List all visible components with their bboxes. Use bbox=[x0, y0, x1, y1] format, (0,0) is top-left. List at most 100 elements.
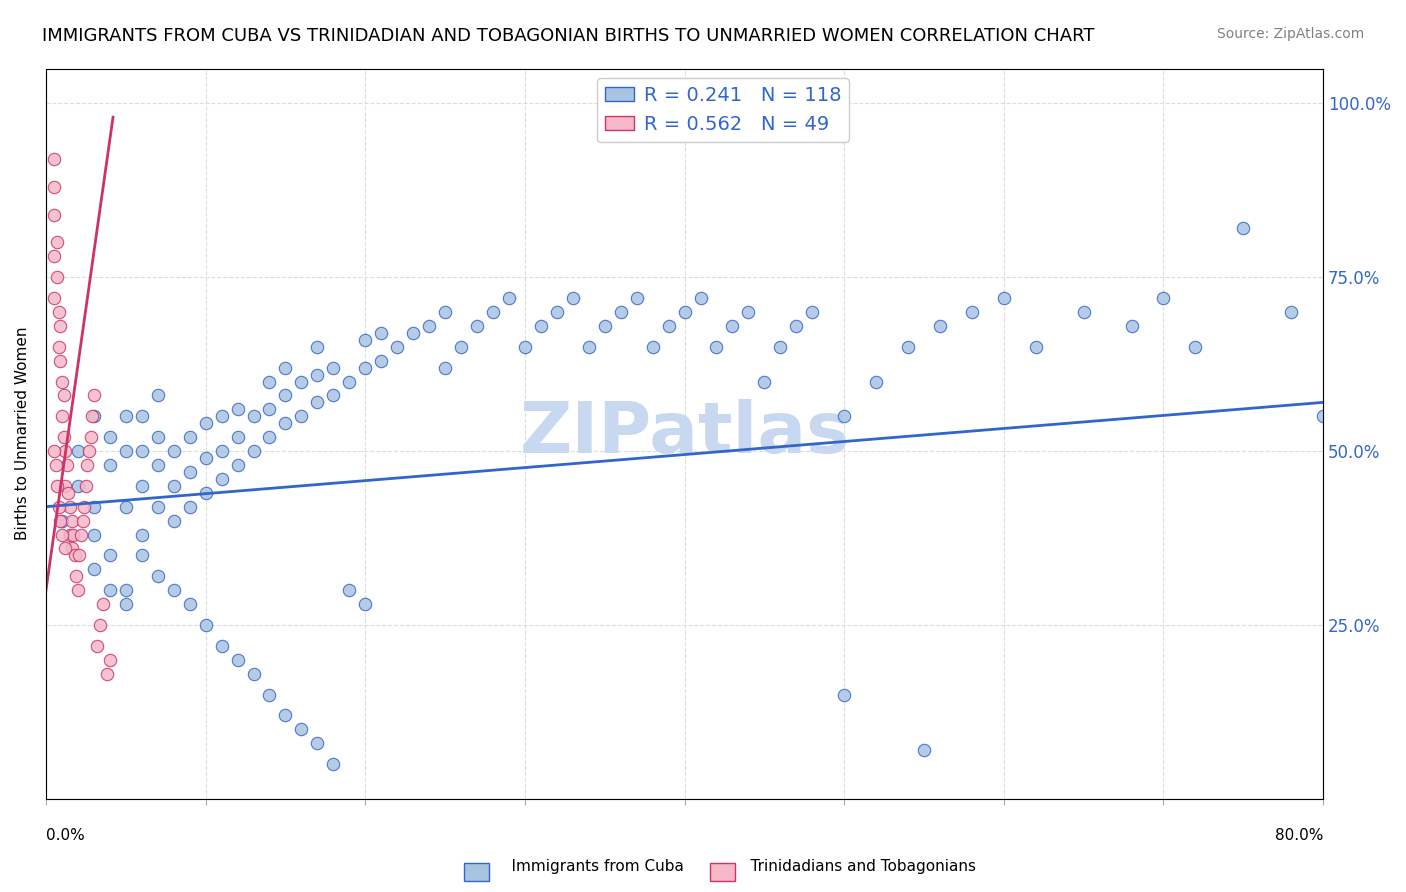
Point bbox=[42, 249, 65, 263]
Point bbox=[242, 444, 264, 458]
Point bbox=[211, 472, 233, 486]
Point bbox=[96, 666, 118, 681]
Point bbox=[66, 444, 89, 458]
Point bbox=[179, 465, 201, 479]
Point bbox=[48, 340, 70, 354]
Point bbox=[354, 360, 377, 375]
Point bbox=[641, 340, 664, 354]
Point bbox=[1073, 305, 1095, 319]
Text: ZIPatlas: ZIPatlas bbox=[519, 400, 849, 468]
Point bbox=[322, 388, 344, 402]
Point bbox=[929, 318, 952, 333]
Point bbox=[274, 388, 297, 402]
Point bbox=[626, 291, 648, 305]
Point bbox=[49, 353, 72, 368]
Point bbox=[42, 208, 65, 222]
Point bbox=[274, 416, 297, 430]
Point bbox=[385, 340, 408, 354]
Point bbox=[194, 450, 217, 465]
Point bbox=[49, 514, 72, 528]
Point bbox=[465, 318, 488, 333]
Point bbox=[402, 326, 425, 340]
Point bbox=[546, 305, 568, 319]
Point bbox=[259, 375, 281, 389]
Point bbox=[274, 360, 297, 375]
Point bbox=[98, 653, 121, 667]
Point bbox=[42, 291, 65, 305]
Point bbox=[83, 500, 105, 514]
Point bbox=[354, 333, 377, 347]
Point bbox=[45, 458, 67, 472]
Point bbox=[114, 444, 136, 458]
Point bbox=[673, 305, 696, 319]
Point bbox=[434, 360, 457, 375]
Point bbox=[131, 444, 153, 458]
Point bbox=[561, 291, 583, 305]
Point bbox=[337, 583, 360, 598]
Point bbox=[274, 708, 297, 723]
Point bbox=[51, 514, 73, 528]
Point bbox=[53, 444, 76, 458]
Point bbox=[242, 666, 264, 681]
Point bbox=[146, 388, 169, 402]
Point bbox=[46, 235, 69, 250]
Point bbox=[98, 549, 121, 563]
Point bbox=[131, 527, 153, 541]
Point bbox=[83, 388, 105, 402]
Point bbox=[146, 458, 169, 472]
Point bbox=[75, 479, 97, 493]
Point bbox=[51, 527, 73, 541]
Point bbox=[721, 318, 744, 333]
Point bbox=[66, 583, 89, 598]
Point bbox=[1279, 305, 1302, 319]
Point bbox=[450, 340, 472, 354]
Point bbox=[42, 152, 65, 166]
Point bbox=[307, 340, 329, 354]
Point bbox=[242, 409, 264, 424]
Text: IMMIGRANTS FROM CUBA VS TRINIDADIAN AND TOBAGONIAN BIRTHS TO UNMARRIED WOMEN COR: IMMIGRANTS FROM CUBA VS TRINIDADIAN AND … bbox=[42, 27, 1095, 45]
Point bbox=[194, 485, 217, 500]
Point bbox=[290, 409, 312, 424]
Point bbox=[179, 430, 201, 444]
Point bbox=[418, 318, 440, 333]
Point bbox=[55, 458, 77, 472]
Point bbox=[163, 444, 186, 458]
Point bbox=[194, 416, 217, 430]
Point bbox=[785, 318, 807, 333]
Point bbox=[72, 514, 94, 528]
Point bbox=[354, 597, 377, 611]
Point bbox=[58, 485, 80, 500]
Point bbox=[706, 340, 728, 354]
Point bbox=[211, 444, 233, 458]
Point bbox=[211, 639, 233, 653]
Point bbox=[832, 688, 855, 702]
Point bbox=[307, 368, 329, 382]
Text: Trinidadians and Tobagonians: Trinidadians and Tobagonians bbox=[731, 859, 976, 874]
Point bbox=[1153, 291, 1175, 305]
Point bbox=[93, 597, 115, 611]
Point bbox=[114, 500, 136, 514]
Point bbox=[79, 430, 101, 444]
Point bbox=[434, 305, 457, 319]
Point bbox=[48, 305, 70, 319]
Point bbox=[66, 479, 89, 493]
Point bbox=[163, 583, 186, 598]
Point bbox=[578, 340, 600, 354]
Point bbox=[769, 340, 792, 354]
Point bbox=[960, 305, 983, 319]
Point bbox=[131, 409, 153, 424]
Point bbox=[658, 318, 681, 333]
Point bbox=[179, 597, 201, 611]
Point bbox=[70, 527, 93, 541]
Text: 0.0%: 0.0% bbox=[46, 828, 84, 843]
Point bbox=[211, 409, 233, 424]
Point bbox=[593, 318, 616, 333]
Point bbox=[69, 549, 91, 563]
Point bbox=[226, 458, 249, 472]
Point bbox=[259, 688, 281, 702]
Point bbox=[98, 430, 121, 444]
Point bbox=[226, 653, 249, 667]
Point bbox=[163, 514, 186, 528]
Text: Source: ZipAtlas.com: Source: ZipAtlas.com bbox=[1216, 27, 1364, 41]
Point bbox=[290, 375, 312, 389]
